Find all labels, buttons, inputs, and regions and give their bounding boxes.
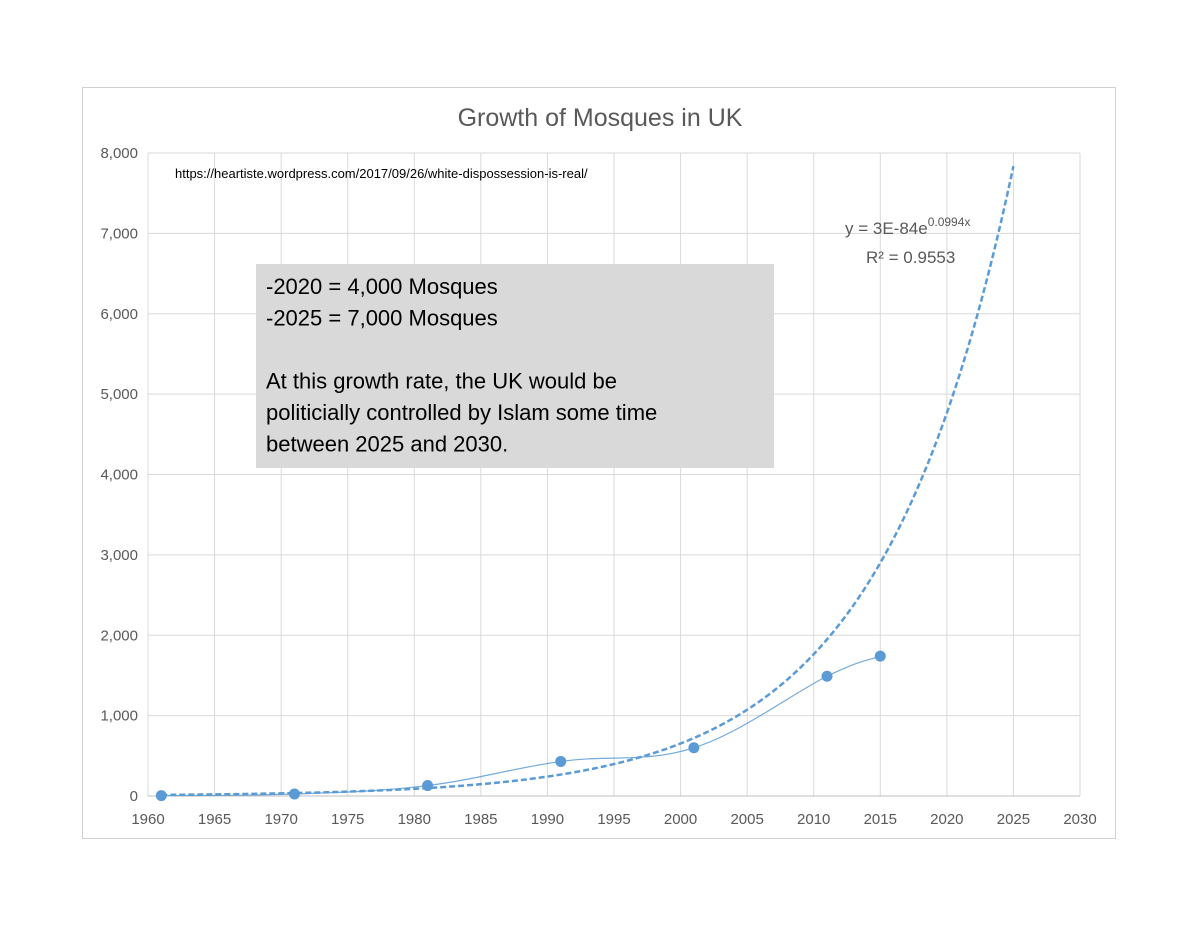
series-line xyxy=(161,655,881,797)
exponential-trendline xyxy=(161,165,1015,797)
y-tick-label: 6,000 xyxy=(100,306,138,323)
x-tick-label: 1990 xyxy=(531,811,564,828)
data-point xyxy=(555,755,567,767)
y-tick-label: 5,000 xyxy=(100,386,138,403)
x-axis-ticks: 1960 1965 1970 1975 1980 1985 1990 1995 2000 2005… xyxy=(131,811,1096,828)
annotation-line: At this growth rate, the UK would be xyxy=(266,369,617,394)
chart-title: Growth of Mosques in UK xyxy=(458,104,743,132)
x-tick-label: 1980 xyxy=(398,811,431,828)
trendline-equation: y = 3E-84e0.0994x xyxy=(845,215,970,238)
x-tick-label: 2015 xyxy=(864,811,897,828)
y-tick-label: 7,000 xyxy=(100,225,138,242)
y-tick-label: 8,000 xyxy=(100,145,138,162)
x-tick-label: 1985 xyxy=(464,811,497,828)
x-tick-label: 1960 xyxy=(131,811,164,828)
equation-exponent: 0.0994x xyxy=(928,215,971,229)
annotation-box: -2020 = 4,000 Mosques -2025 = 7,000 Mosqu… xyxy=(256,264,774,468)
source-url[interactable]: https://heartiste.wordpress.com/2017/09/… xyxy=(175,166,588,181)
data-point xyxy=(155,790,167,802)
data-series xyxy=(155,650,886,802)
y-tick-label: 1,000 xyxy=(100,708,138,725)
annotation-line: politicially controlled by Islam some ti… xyxy=(266,400,657,425)
x-tick-label: 2000 xyxy=(664,811,697,828)
annotation-line: -2020 = 4,000 Mosques xyxy=(266,274,498,299)
data-point xyxy=(688,742,700,754)
x-tick-label: 2010 xyxy=(797,811,830,828)
x-tick-label: 2005 xyxy=(730,811,763,828)
y-tick-label: 0 xyxy=(130,788,138,805)
y-axis-ticks: 0 1,000 2,000 3,000 4,000 5,000 6,000 7,000 8,00… xyxy=(100,145,138,805)
data-point xyxy=(422,780,434,792)
gridlines xyxy=(147,152,1081,797)
x-tick-label: 1995 xyxy=(597,811,630,828)
equation-base: y = 3E-84e xyxy=(845,219,928,238)
annotation-background xyxy=(256,264,774,468)
x-tick-label: 2020 xyxy=(930,811,963,828)
data-point xyxy=(874,650,886,662)
x-tick-label: 1970 xyxy=(264,811,297,828)
data-point xyxy=(821,670,833,682)
x-tick-label: 2030 xyxy=(1063,811,1096,828)
data-point xyxy=(288,788,300,800)
x-tick-label: 2025 xyxy=(997,811,1030,828)
x-tick-label: 1975 xyxy=(331,811,364,828)
r-squared-label: R² = 0.9553 xyxy=(866,248,955,267)
y-tick-label: 4,000 xyxy=(100,467,138,484)
y-tick-label: 3,000 xyxy=(100,547,138,564)
x-tick-label: 1965 xyxy=(198,811,231,828)
annotation-line: -2025 = 7,000 Mosques xyxy=(266,306,498,331)
y-tick-label: 2,000 xyxy=(100,627,138,644)
annotation-line: between 2025 and 2030. xyxy=(266,432,508,457)
trendline xyxy=(161,165,1015,797)
